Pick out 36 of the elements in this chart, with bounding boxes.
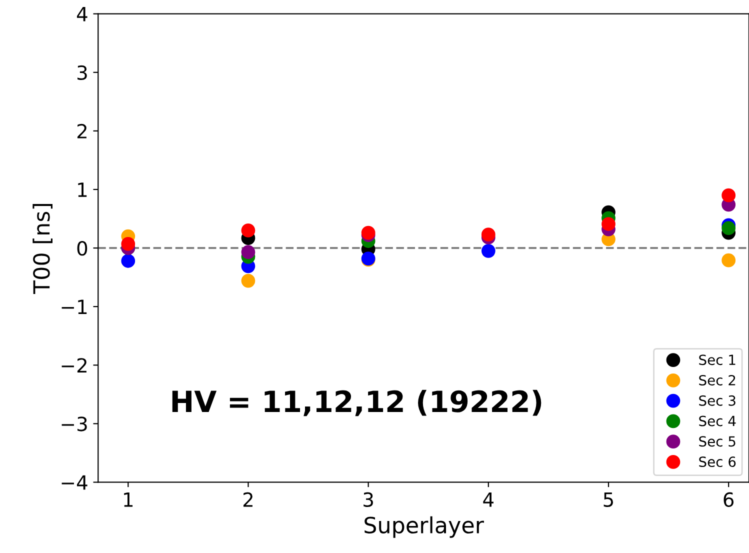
y-tick-label: 0 bbox=[77, 240, 88, 256]
legend-label: Sec 6 bbox=[699, 456, 736, 468]
legend-label: Sec 2 bbox=[699, 374, 736, 386]
y-tick-label: 1 bbox=[78, 182, 87, 197]
legend-label: Sec 4 bbox=[699, 416, 736, 426]
x-tick-label: 6 bbox=[724, 492, 734, 507]
y-tick-label: 4 bbox=[76, 7, 88, 22]
y-tick-label: 3 bbox=[78, 65, 87, 80]
point bbox=[241, 245, 256, 260]
point bbox=[481, 228, 496, 242]
y-tick-label: −4 bbox=[62, 475, 88, 490]
point bbox=[722, 253, 736, 268]
x-tick-label: 3 bbox=[364, 492, 373, 507]
point bbox=[241, 224, 256, 238]
x-axis-title: Superlayer bbox=[364, 516, 484, 538]
point bbox=[602, 217, 616, 231]
y-tick-label: −1 bbox=[62, 300, 87, 314]
point bbox=[481, 244, 496, 258]
point bbox=[361, 226, 376, 240]
x-tick-label: 5 bbox=[604, 492, 613, 507]
annotation: HV = 11,12,12 (19222) bbox=[172, 390, 542, 416]
x-tick-label: 4 bbox=[483, 492, 494, 507]
point bbox=[121, 236, 136, 251]
point bbox=[121, 254, 136, 268]
point bbox=[241, 274, 256, 288]
y-axis-title: T00 [ns] bbox=[32, 204, 52, 294]
y-tick-label: 2 bbox=[77, 124, 86, 138]
y-tick-label: −2 bbox=[62, 358, 86, 373]
point bbox=[722, 188, 736, 202]
y-tick-label: −3 bbox=[62, 416, 87, 432]
legend-label: Sec 1 bbox=[699, 354, 736, 366]
point bbox=[722, 221, 736, 236]
x-tick-label: 2 bbox=[243, 492, 252, 507]
legend-label: Sec 3 bbox=[699, 395, 736, 406]
x-tick-label: 1 bbox=[124, 492, 133, 507]
legend-label: Sec 5 bbox=[699, 436, 736, 447]
